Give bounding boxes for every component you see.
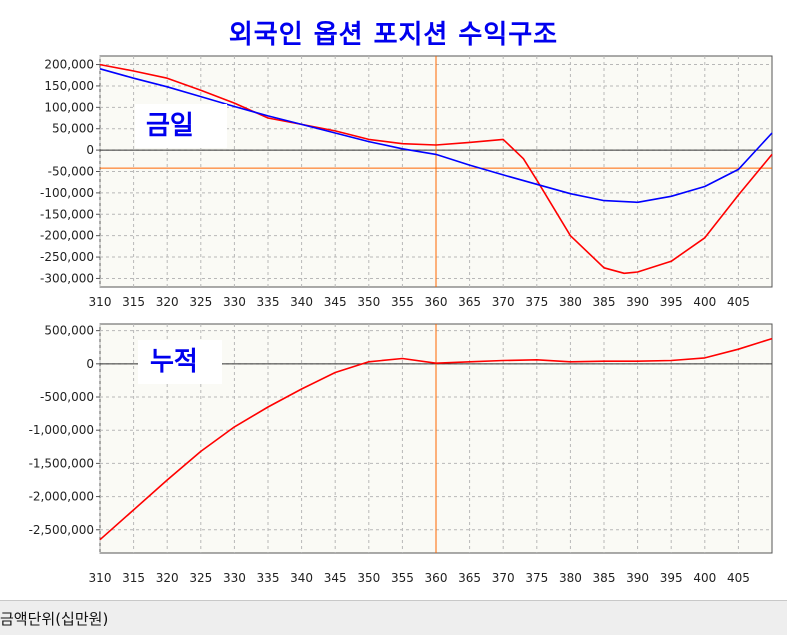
chart-title: 외국인 옵션 포지션 수익구조 [228, 20, 559, 50]
x-tick-label: 345 [324, 571, 347, 585]
y-tick-label: -2,000,000 [29, 490, 94, 504]
panel-label: 금일 [146, 111, 194, 141]
y-tick-label: -50,000 [48, 165, 94, 179]
y-tick-label: 150,000 [44, 79, 94, 93]
x-tick-label: 315 [122, 295, 145, 309]
y-tick-label: -250,000 [40, 250, 94, 264]
y-tick-label: -1,000,000 [29, 423, 94, 437]
y-tick-label: -500,000 [40, 390, 94, 404]
series-line-1 [99, 337, 773, 541]
x-tick-label: 310 [89, 571, 112, 585]
x-tick-label: 365 [458, 571, 481, 585]
x-tick-label: 330 [223, 295, 246, 309]
x-tick-label: 360 [425, 295, 448, 309]
panel-label-bg [138, 340, 222, 384]
y-tick-label: -300,000 [40, 271, 94, 285]
y-tick-label: 100,000 [44, 100, 94, 114]
y-tick-label: 200,000 [44, 58, 94, 72]
x-tick-label: 390 [626, 571, 649, 585]
x-tick-label: 335 [257, 571, 280, 585]
series-line-1 [99, 63, 773, 275]
x-tick-label: 375 [525, 295, 548, 309]
x-tick-label: 340 [290, 571, 313, 585]
x-tick-label: 375 [525, 571, 548, 585]
x-tick-label: 345 [324, 295, 347, 309]
x-tick-label: 380 [559, 295, 582, 309]
unit-label: 금액단위(십만원) [0, 610, 109, 628]
x-tick-label: 395 [660, 295, 683, 309]
y-tick-label: 0 [86, 357, 94, 371]
x-tick-label: 325 [189, 571, 212, 585]
y-tick-label: 50,000 [52, 122, 94, 136]
x-tick-label: 405 [727, 295, 750, 309]
x-tick-label: 320 [156, 295, 179, 309]
y-tick-label: -2,500,000 [29, 523, 94, 537]
chart-panel-2: 310 315 320 325 330 335 340 345 350 355 360 365 370 3… [29, 323, 773, 585]
x-tick-label: 355 [391, 295, 414, 309]
x-tick-label: 340 [290, 295, 313, 309]
chart-panel-1: 310 315 320 325 330 335 340 345 350 355 360 365 370 3… [40, 55, 773, 309]
x-tick-label: 400 [693, 295, 716, 309]
x-tick-label: 360 [425, 571, 448, 585]
x-tick-label: 350 [357, 571, 380, 585]
x-tick-label: 315 [122, 571, 145, 585]
y-tick-label: -1,500,000 [29, 456, 94, 470]
x-tick-label: 400 [693, 571, 716, 585]
panel-label-bg [135, 104, 227, 148]
y-tick-label: -100,000 [40, 186, 94, 200]
x-tick-label: 320 [156, 571, 179, 585]
x-tick-label: 330 [223, 571, 246, 585]
x-tick-label: 335 [257, 295, 280, 309]
x-tick-label: 355 [391, 571, 414, 585]
x-tick-label: 350 [357, 295, 380, 309]
x-tick-label: 390 [626, 295, 649, 309]
x-tick-label: 310 [89, 295, 112, 309]
y-tick-label: 0 [86, 143, 94, 157]
chart-canvas: 310 315 320 325 330 335 340 345 350 355 360 365 370 3… [29, 55, 773, 585]
x-tick-label: 325 [189, 295, 212, 309]
y-tick-label: -150,000 [40, 207, 94, 221]
x-tick-label: 405 [727, 571, 750, 585]
status-bar: 금액단위(십만원) [0, 600, 787, 635]
x-tick-label: 370 [492, 295, 515, 309]
x-tick-label: 370 [492, 571, 515, 585]
x-tick-label: 385 [593, 295, 616, 309]
y-tick-label: -200,000 [40, 229, 94, 243]
x-tick-label: 365 [458, 295, 481, 309]
x-tick-label: 395 [660, 571, 683, 585]
x-tick-label: 385 [593, 571, 616, 585]
x-tick-label: 380 [559, 571, 582, 585]
series-line-2 [99, 68, 773, 204]
y-tick-label: 500,000 [44, 324, 94, 338]
panel-label: 누적 [150, 347, 198, 377]
